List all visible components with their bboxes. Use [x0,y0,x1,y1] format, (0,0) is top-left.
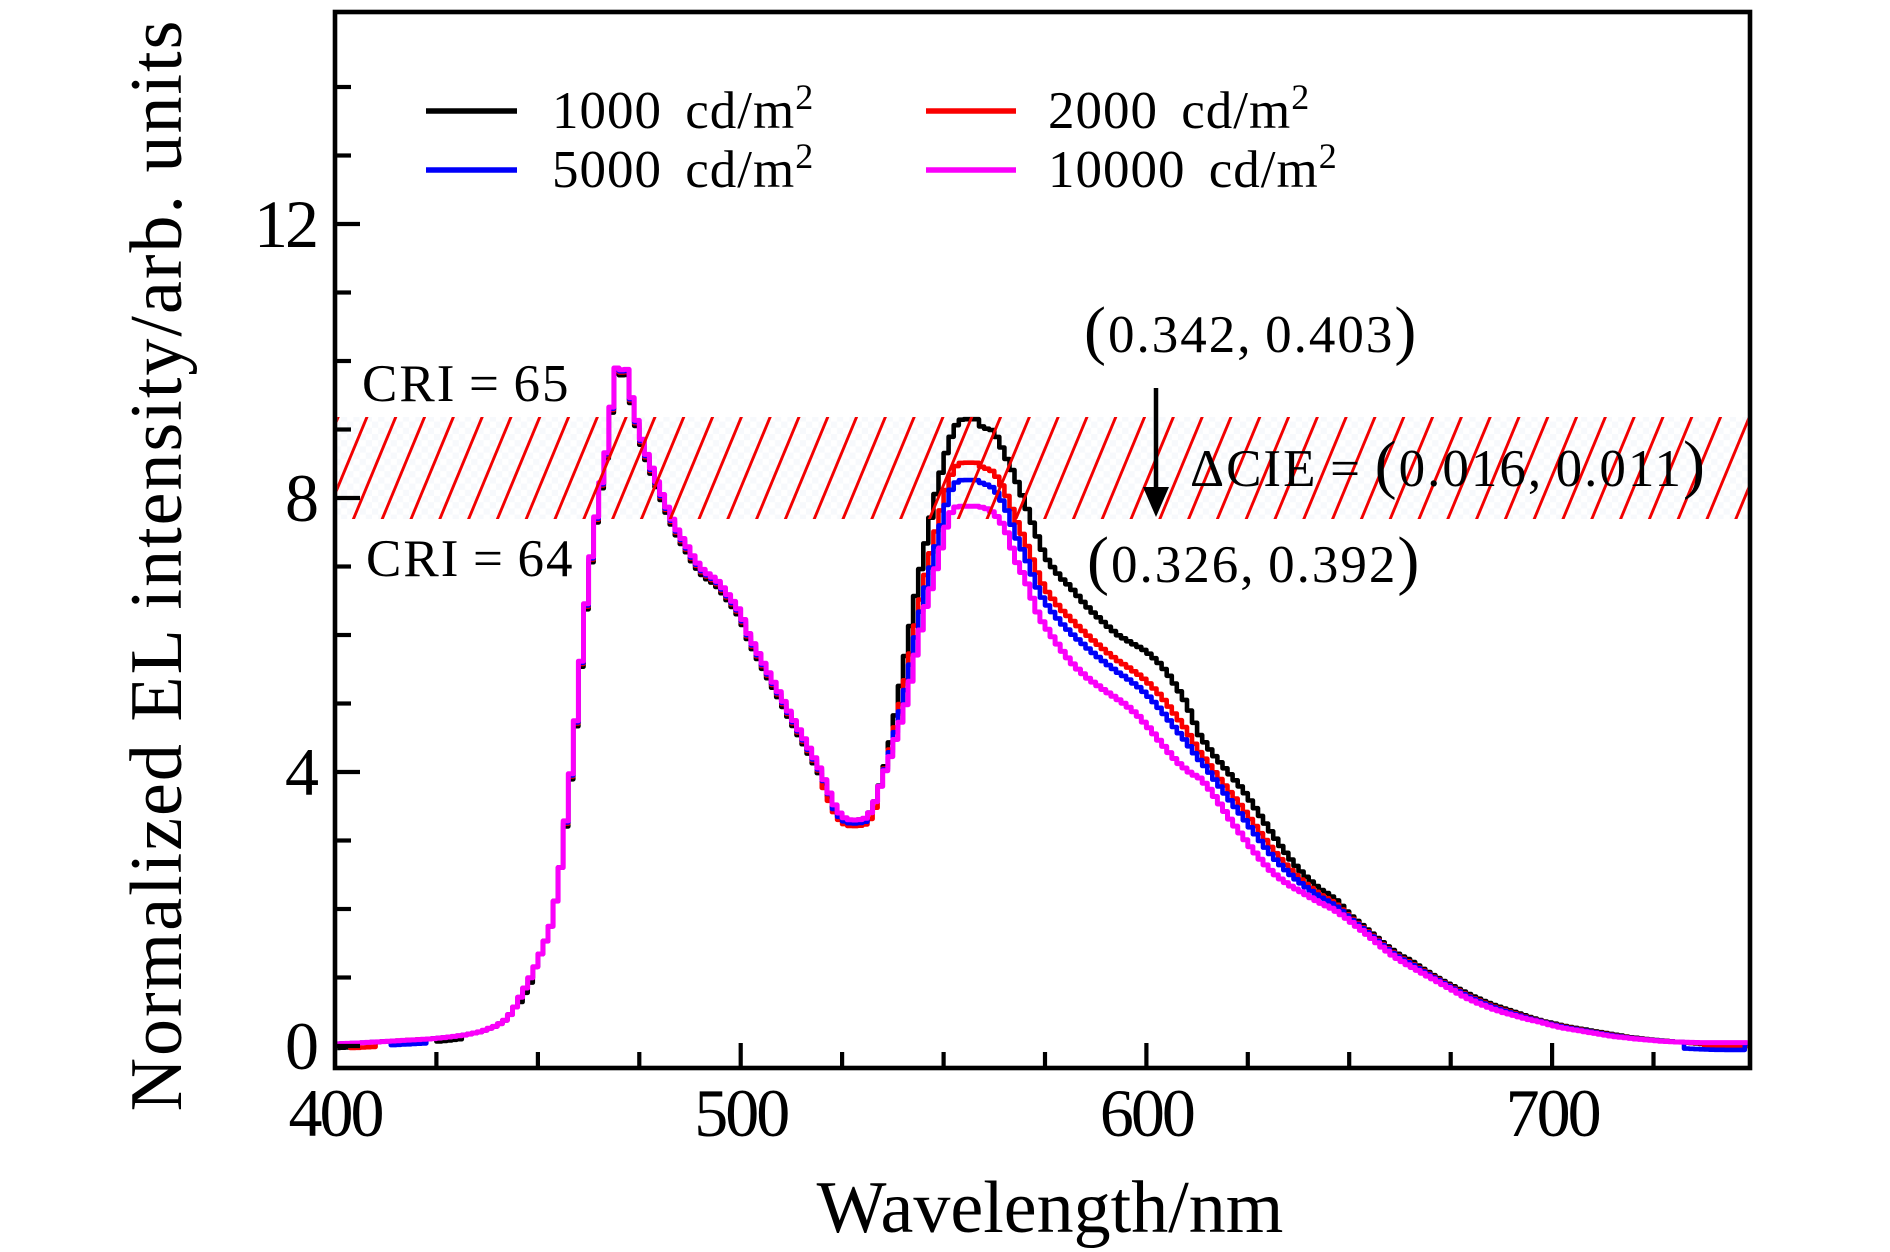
svg-text:400: 400 [289,1075,383,1151]
svg-text:0: 0 [285,1008,317,1084]
svg-text:CRI = 64: CRI = 64 [366,530,574,588]
svg-text:ΔCIE = (0.016, 0.011): ΔCIE = (0.016, 0.011) [1190,428,1707,501]
svg-text:10000 cd/m2: 10000 cd/m2 [1048,136,1338,199]
svg-text:700: 700 [1506,1075,1600,1151]
svg-text:5000 cd/m2: 5000 cd/m2 [552,136,814,199]
svg-text:CRI = 65: CRI = 65 [362,355,570,413]
svg-text:Normalized EL intensity/arb. u: Normalized EL intensity/arb. units [116,19,198,1112]
svg-text:Wavelength/nm: Wavelength/nm [817,1167,1284,1249]
svg-text:2000 cd/m2: 2000 cd/m2 [1048,77,1310,140]
svg-text:500: 500 [694,1075,788,1151]
svg-text:4: 4 [285,734,318,810]
svg-text:(0.342, 0.403): (0.342, 0.403) [1084,294,1418,367]
svg-text:(0.326, 0.392): (0.326, 0.392) [1087,524,1421,597]
svg-text:600: 600 [1100,1075,1194,1151]
svg-text:8: 8 [285,460,317,536]
svg-text:1000 cd/m2: 1000 cd/m2 [552,77,814,140]
svg-text:12: 12 [254,186,316,262]
